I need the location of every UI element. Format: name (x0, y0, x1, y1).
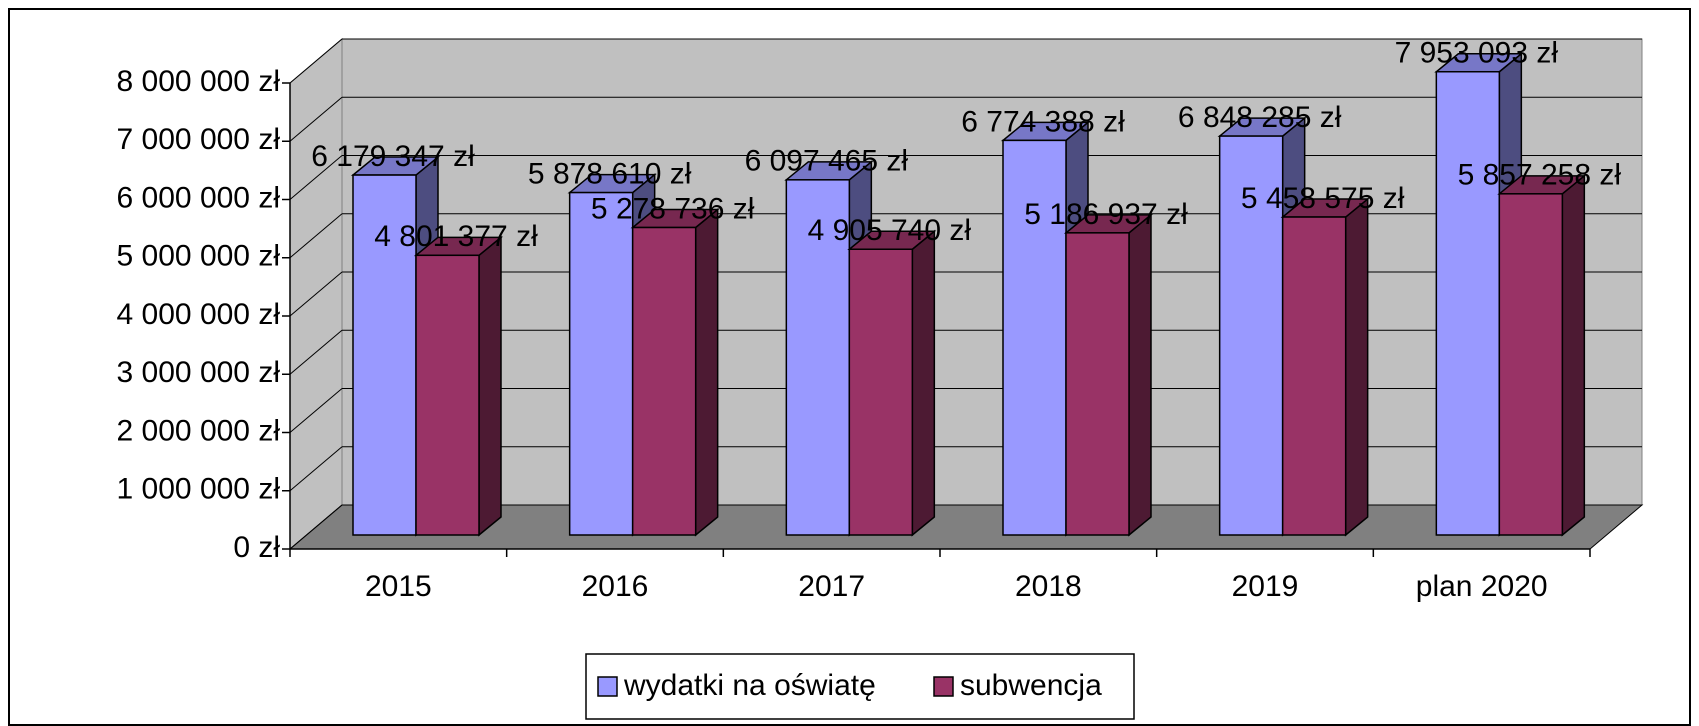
bar-side (911, 229, 936, 537)
bar (631, 226, 697, 536)
grid-line-side (289, 504, 343, 550)
value-label: 5 458 575 zł (1241, 182, 1405, 215)
grid-line-side (289, 38, 343, 84)
y-tick-label: 7 000 000 zł (117, 123, 281, 156)
x-tick-label: 2019 (1232, 570, 1299, 603)
y-tick-label: 2 000 000 zł (117, 414, 281, 447)
grid-line-side (289, 329, 343, 375)
x-tick-label: 2018 (1015, 570, 1082, 603)
grid-line-side (289, 388, 343, 433)
bar-side (1344, 197, 1369, 537)
x-tick-label: plan 2020 (1416, 570, 1548, 603)
x-tick-label: 2016 (582, 570, 649, 603)
value-label: 6 179 347 zł (311, 140, 475, 173)
value-label: 6 774 388 zł (961, 105, 1125, 138)
x-tick-label: 2017 (798, 570, 865, 603)
value-label: 5 857 258 zł (1458, 159, 1622, 192)
value-label: 5 278 736 zł (591, 192, 755, 225)
bar (1435, 70, 1501, 536)
y-tick-label: 3 000 000 zł (117, 356, 281, 389)
bar (848, 248, 914, 536)
bar-side (1128, 213, 1152, 537)
grid-line-side (289, 96, 343, 142)
y-tick-label: 6 000 000 zł (117, 181, 281, 214)
grid-line-side (289, 155, 343, 200)
bar (785, 179, 851, 536)
bar (1498, 193, 1564, 536)
legend-label: subwencja (960, 669, 1102, 702)
legend (585, 653, 1135, 720)
y-tick-label: 5 000 000 zł (117, 240, 281, 273)
value-label: 5 878 610 zł (528, 157, 692, 190)
bar-side (694, 207, 719, 537)
bar-side (478, 235, 502, 537)
y-tick-label: 0 zł (233, 531, 280, 564)
y-tick-label: 8 000 000 zł (117, 65, 281, 98)
bar (1002, 139, 1067, 536)
legend-swatch (597, 676, 618, 697)
legend-swatch (933, 676, 954, 697)
value-label: 7 953 093 zł (1395, 37, 1559, 70)
value-label: 6 848 285 zł (1178, 101, 1342, 134)
x-tick-label: 2015 (365, 570, 432, 603)
grid-line-side (289, 271, 343, 317)
value-label: 4 801 377 zł (374, 220, 538, 253)
y-tick-label: 1 000 000 zł (117, 473, 281, 506)
legend-label: wydatki na oświatę (623, 669, 876, 702)
bar (1281, 216, 1347, 536)
grid-line-side (289, 446, 343, 492)
value-label: 4 905 740 zł (808, 214, 972, 247)
value-label: 6 097 465 zł (745, 145, 909, 178)
bar-side (1561, 174, 1586, 537)
bar (1218, 135, 1284, 536)
value-label: 5 186 937 zł (1024, 198, 1188, 231)
bar (415, 254, 480, 536)
bar (1065, 232, 1130, 536)
bar (568, 191, 634, 536)
y-tick-label: 4 000 000 zł (117, 298, 281, 331)
grid-line-side (289, 213, 343, 259)
bar (352, 174, 417, 536)
